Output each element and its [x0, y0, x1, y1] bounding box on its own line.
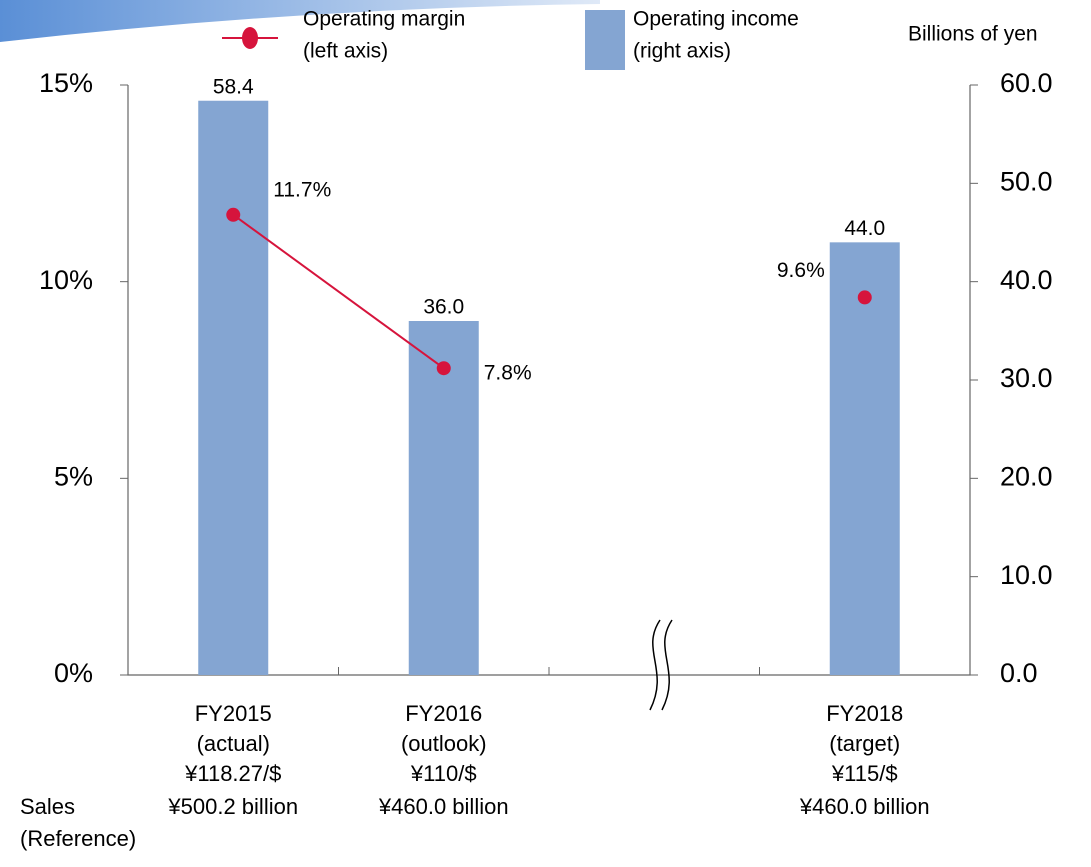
legend-marker [242, 27, 258, 49]
line-marker [226, 207, 241, 222]
x-tick-label: FY2016 [405, 701, 482, 726]
line-value-label: 11.7% [273, 178, 331, 201]
decoration [0, 0, 600, 42]
line-value-label: 9.6% [777, 259, 825, 282]
bar-value-label: 36.0 [423, 296, 464, 319]
legend-label: Operating income [633, 8, 799, 31]
line-marker [436, 361, 451, 376]
y-tick-label: 0% [54, 658, 93, 688]
bar-value-label: 44.0 [844, 217, 885, 240]
sales-label: Sales [20, 794, 75, 819]
legend-swatch [585, 10, 625, 70]
y-tick-label: 15% [39, 68, 93, 98]
y2-tick-label: 40.0 [1000, 265, 1053, 295]
y-tick-label: 10% [39, 265, 93, 295]
x-tick-label: (target) [829, 731, 900, 756]
y2-tick-label: 60.0 [1000, 68, 1053, 98]
y-tick-label: 5% [54, 461, 93, 491]
line-marker [857, 290, 872, 305]
x-tick-label: ¥460.0 billion [378, 794, 509, 819]
y2-axis-label: Billions of yen [908, 23, 1038, 46]
legend: Operating margin (left axis) Operating i… [222, 8, 799, 70]
y2-tick-label: 10.0 [1000, 560, 1053, 590]
x-tick-label: ¥460.0 billion [799, 794, 930, 819]
x-tick-label: ¥110/$ [410, 761, 477, 786]
axis-break [649, 619, 673, 711]
y2-tick-label: 30.0 [1000, 363, 1053, 393]
bar-value-label: 58.4 [213, 75, 254, 98]
y2-tick-label: 20.0 [1000, 461, 1053, 491]
bar [198, 100, 269, 675]
legend-label: Operating margin [303, 8, 465, 31]
legend-note: (left axis) [303, 40, 388, 63]
x-tick-label: ¥115/$ [831, 761, 898, 786]
bar [829, 242, 900, 676]
bar [408, 321, 479, 675]
x-tick-label: (actual) [197, 731, 270, 756]
line-value-label: 7.8% [484, 362, 532, 385]
y2-tick-label: 50.0 [1000, 166, 1053, 196]
x-tick-label: ¥500.2 billion [167, 794, 298, 819]
sales-note: (Reference) [20, 826, 136, 851]
x-tick-label: ¥118.27/$ [184, 761, 281, 786]
legend-note: (right axis) [633, 40, 731, 63]
x-tick-label: (outlook) [401, 731, 487, 756]
x-tick-label: FY2018 [826, 701, 903, 726]
x-tick-label: FY2015 [195, 701, 272, 726]
y2-tick-label: 0.0 [1000, 658, 1038, 688]
line [233, 215, 865, 368]
